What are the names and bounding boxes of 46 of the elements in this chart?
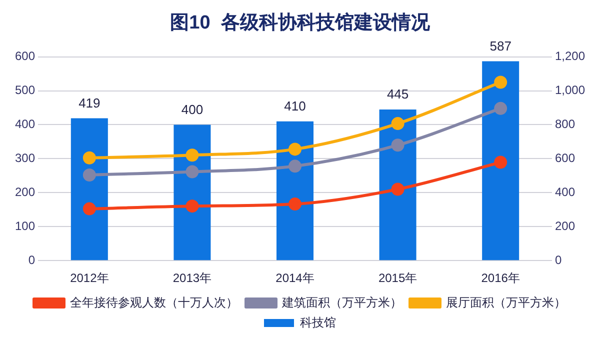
point [494, 76, 508, 89]
y-tick-label: 100 [14, 218, 36, 233]
point [494, 156, 508, 169]
data-label: 419 [78, 95, 100, 110]
y-tick-label: 200 [14, 184, 36, 199]
y2-tick-label: 1,000 [554, 83, 586, 98]
data-label: 400 [181, 102, 204, 117]
legend-label: 展厅面积（万平方米） [446, 295, 566, 310]
x-tick-label: 2016年 [481, 271, 520, 286]
x-tick-label: 2014年 [276, 271, 314, 286]
chart-title: 图10 各级科协科技馆建设情况 [170, 12, 431, 34]
data-label: 410 [284, 98, 306, 114]
point [391, 138, 404, 152]
y2-tick-label: 200 [554, 218, 576, 233]
point [391, 182, 404, 196]
legend-label: 全年接待参观人数（十万人次） [70, 295, 238, 310]
y-tick-label: 0 [28, 252, 36, 267]
y-tick-label: 300 [14, 151, 36, 166]
bar [482, 61, 520, 260]
y-tick-label: 400 [14, 117, 36, 132]
point [288, 198, 302, 211]
x-tick-label: 2015年 [378, 271, 418, 286]
y-tick-label: 600 [14, 49, 36, 64]
point [82, 151, 96, 164]
data-label: 587 [490, 38, 512, 54]
y2-tick-label: 600 [554, 151, 576, 166]
legend-label: 建筑面积（万平方米） [281, 295, 402, 310]
y2-tick-label: 800 [554, 117, 576, 132]
point [186, 165, 199, 178]
point [494, 102, 508, 115]
data-label: 445 [386, 86, 409, 102]
point [186, 148, 199, 162]
y-tick-label: 500 [14, 83, 36, 98]
y2-tick-label: 1,200 [554, 49, 586, 64]
point [82, 202, 96, 216]
y2-tick-label: 0 [554, 252, 562, 267]
point [82, 168, 96, 182]
point [288, 142, 302, 156]
point [288, 160, 302, 173]
y2-tick-label: 400 [554, 184, 576, 199]
point [391, 117, 404, 130]
x-tick-label: 2012年 [70, 271, 109, 286]
bar [70, 118, 108, 260]
legend-label: 科技馆 [300, 315, 336, 330]
x-tick-label: 2013年 [172, 271, 212, 286]
point [186, 200, 199, 213]
